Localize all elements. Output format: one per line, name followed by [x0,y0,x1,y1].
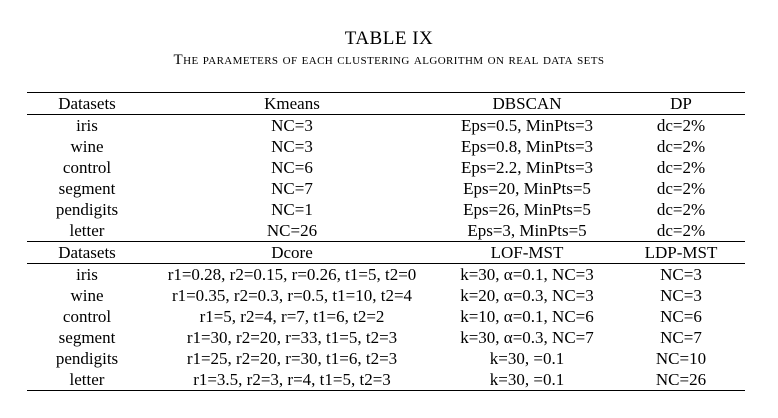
table-cell: NC=3 [660,265,702,284]
table-row: segment NC=7 Eps=20, MinPts=5 dc=2% [27,178,745,199]
header-cell: Kmeans [147,92,437,115]
table-subtitle: The parameters of each clustering algori… [173,52,605,68]
table-cell: dc=2% [617,220,745,242]
table-cell: dc=2% [656,200,706,219]
table-cell: r1=5, r2=4, r=7, t1=6, t2=2 [199,307,385,326]
table-cell: Eps=20, MinPts=5 [463,179,591,198]
table-cell: dc=2% [656,137,706,156]
table-row: control NC=6 Eps=2.2, MinPts=3 dc=2% [27,157,745,178]
table-cell: k=30, =0.1 [489,349,565,368]
dataset-cell: wine [70,286,104,305]
header-cell: Datasets [27,92,147,115]
table-cell: Eps=26, MinPts=5 [463,200,591,219]
table-row: pendigits NC=1 Eps=26, MinPts=5 dc=2% [27,199,745,220]
dataset-cell: control [62,158,112,177]
table-header-row: Datasets Kmeans DBSCAN DP [27,92,745,115]
table-row: control r1=5, r2=4, r=7, t1=6, t2=2 k=10… [27,306,745,327]
dataset-cell: segment [58,328,116,347]
table-row: letter r1=3.5, r2=3, r=4, t1=5, t2=3 k=3… [27,369,745,391]
table-cell: NC=26 [147,220,437,242]
table-cell: NC=7 [660,328,702,347]
table-cell: dc=2% [656,179,706,198]
table-row: wine NC=3 Eps=0.8, MinPts=3 dc=2% [27,136,745,157]
table-row: iris r1=0.28, r2=0.15, r=0.26, t1=5, t2=… [27,264,745,286]
header-cell: LDP-MST [617,241,745,264]
dataset-cell: pendigits [55,200,119,219]
table-cell: NC=3 [271,137,313,156]
table-cell: NC=3 [271,116,313,135]
parameters-table: Datasets Kmeans DBSCAN DP iris NC=3 Eps=… [27,92,745,391]
table-cell: r1=30, r2=20, r=33, t1=5, t2=3 [186,328,398,347]
dataset-cell: control [62,307,112,326]
table-header-row: Datasets Dcore LOF-MST LDP-MST [27,241,745,264]
table-cell: k=30, =0.1 [437,369,617,391]
table-row: pendigits r1=25, r2=20, r=30, t1=6, t2=3… [27,348,745,369]
dataset-cell: pendigits [55,349,119,368]
table-cell: NC=10 [655,349,707,368]
table-title: TABLE IX [344,28,434,49]
table-cell: Eps=2.2, MinPts=3 [460,158,594,177]
table-cell: k=30, α=0.3, NC=7 [460,328,594,347]
table-cell: dc=2% [656,116,706,135]
dataset-cell: wine [70,137,104,156]
dataset-cell: letter [27,369,147,391]
table-cell: k=20, α=0.3, NC=3 [460,286,594,305]
header-cell: DP [617,92,745,115]
header-cell: Dcore [147,241,437,264]
table-cell: NC=6 [660,307,702,326]
dataset-cell: iris [76,265,98,284]
table-cell: r1=3.5, r2=3, r=4, t1=5, t2=3 [147,369,437,391]
table-row: letter NC=26 Eps=3, MinPts=5 dc=2% [27,220,745,242]
header-cell: LOF-MST [437,241,617,264]
table-row: wine r1=0.35, r2=0.3, r=0.5, t1=10, t2=4… [27,285,745,306]
table-cell: Eps=0.8, MinPts=3 [460,137,594,156]
table-cell: NC=6 [271,158,313,177]
table-cell: r1=25, r2=20, r=30, t1=6, t2=3 [186,349,398,368]
table-row: segment r1=30, r2=20, r=33, t1=5, t2=3 k… [27,327,745,348]
header-cell: DBSCAN [437,92,617,115]
header-cell: Datasets [27,241,147,264]
table-cell: NC=3 [660,286,702,305]
table-cell: NC=1 [271,200,313,219]
dataset-cell: segment [58,179,116,198]
dataset-cell: iris [76,116,98,135]
table-row: iris NC=3 Eps=0.5, MinPts=3 dc=2% [27,115,745,137]
table-cell: k=30, α=0.1, NC=3 [460,265,594,284]
table-cell: Eps=3, MinPts=5 [437,220,617,242]
table-cell: NC=7 [271,179,313,198]
table-cell: r1=0.35, r2=0.3, r=0.5, t1=10, t2=4 [171,286,413,305]
table-cell: NC=26 [617,369,745,391]
table-cell: dc=2% [656,158,706,177]
table-cell: k=10, α=0.1, NC=6 [460,307,594,326]
table-cell: r1=0.28, r2=0.15, r=0.26, t1=5, t2=0 [167,265,417,284]
table-cell: Eps=0.5, MinPts=3 [460,116,594,135]
dataset-cell: letter [27,220,147,242]
